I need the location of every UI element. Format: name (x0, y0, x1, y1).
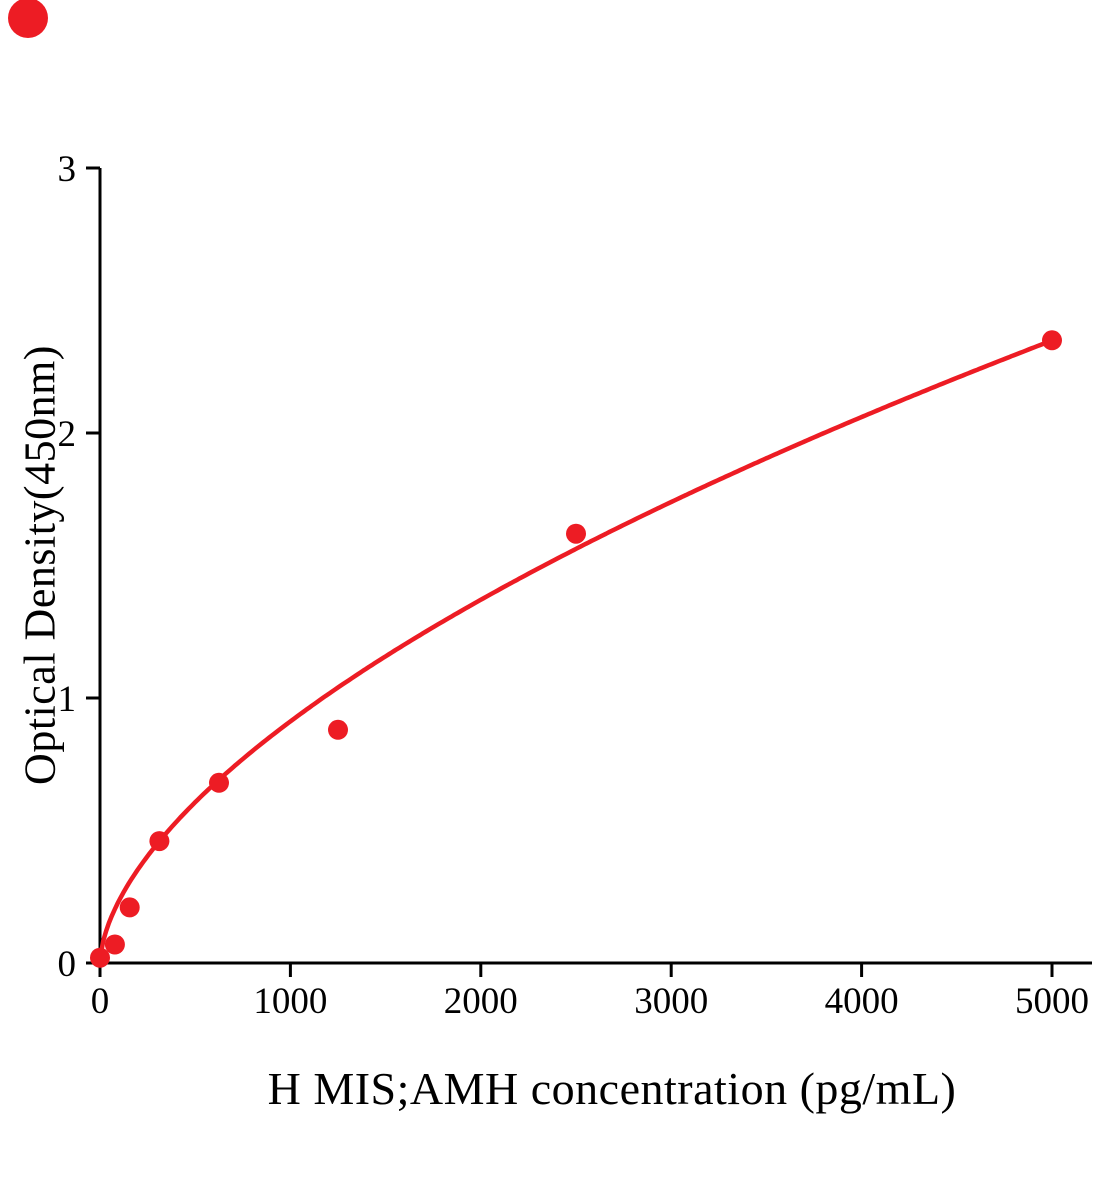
data-point (1042, 330, 1062, 351)
data-point (328, 719, 348, 740)
y-tick-label: 1 (58, 679, 77, 720)
data-point (104, 934, 125, 955)
x-tick-label: 5000 (1015, 981, 1089, 1022)
x-tick-label: 1000 (253, 981, 327, 1022)
fit-curve (98, 338, 1054, 959)
y-tick-label: 2 (58, 414, 77, 455)
data-point (119, 897, 140, 918)
y-tick-label: 3 (58, 149, 77, 190)
data-point (566, 523, 586, 544)
y-tick-label: 0 (58, 944, 77, 985)
data-point (90, 947, 110, 968)
y-axis-title: Optical Density(450nm) (15, 345, 65, 785)
corner-mark (8, 0, 48, 38)
x-tick-label: 0 (91, 981, 110, 1022)
data-point (209, 772, 229, 793)
data-point (149, 831, 170, 852)
x-axis-title: H MIS;AMH concentration (pg/mL) (267, 1063, 957, 1114)
x-tick-label: 3000 (634, 981, 708, 1022)
x-tick-label: 4000 (825, 981, 899, 1022)
x-tick-label: 2000 (444, 981, 518, 1022)
